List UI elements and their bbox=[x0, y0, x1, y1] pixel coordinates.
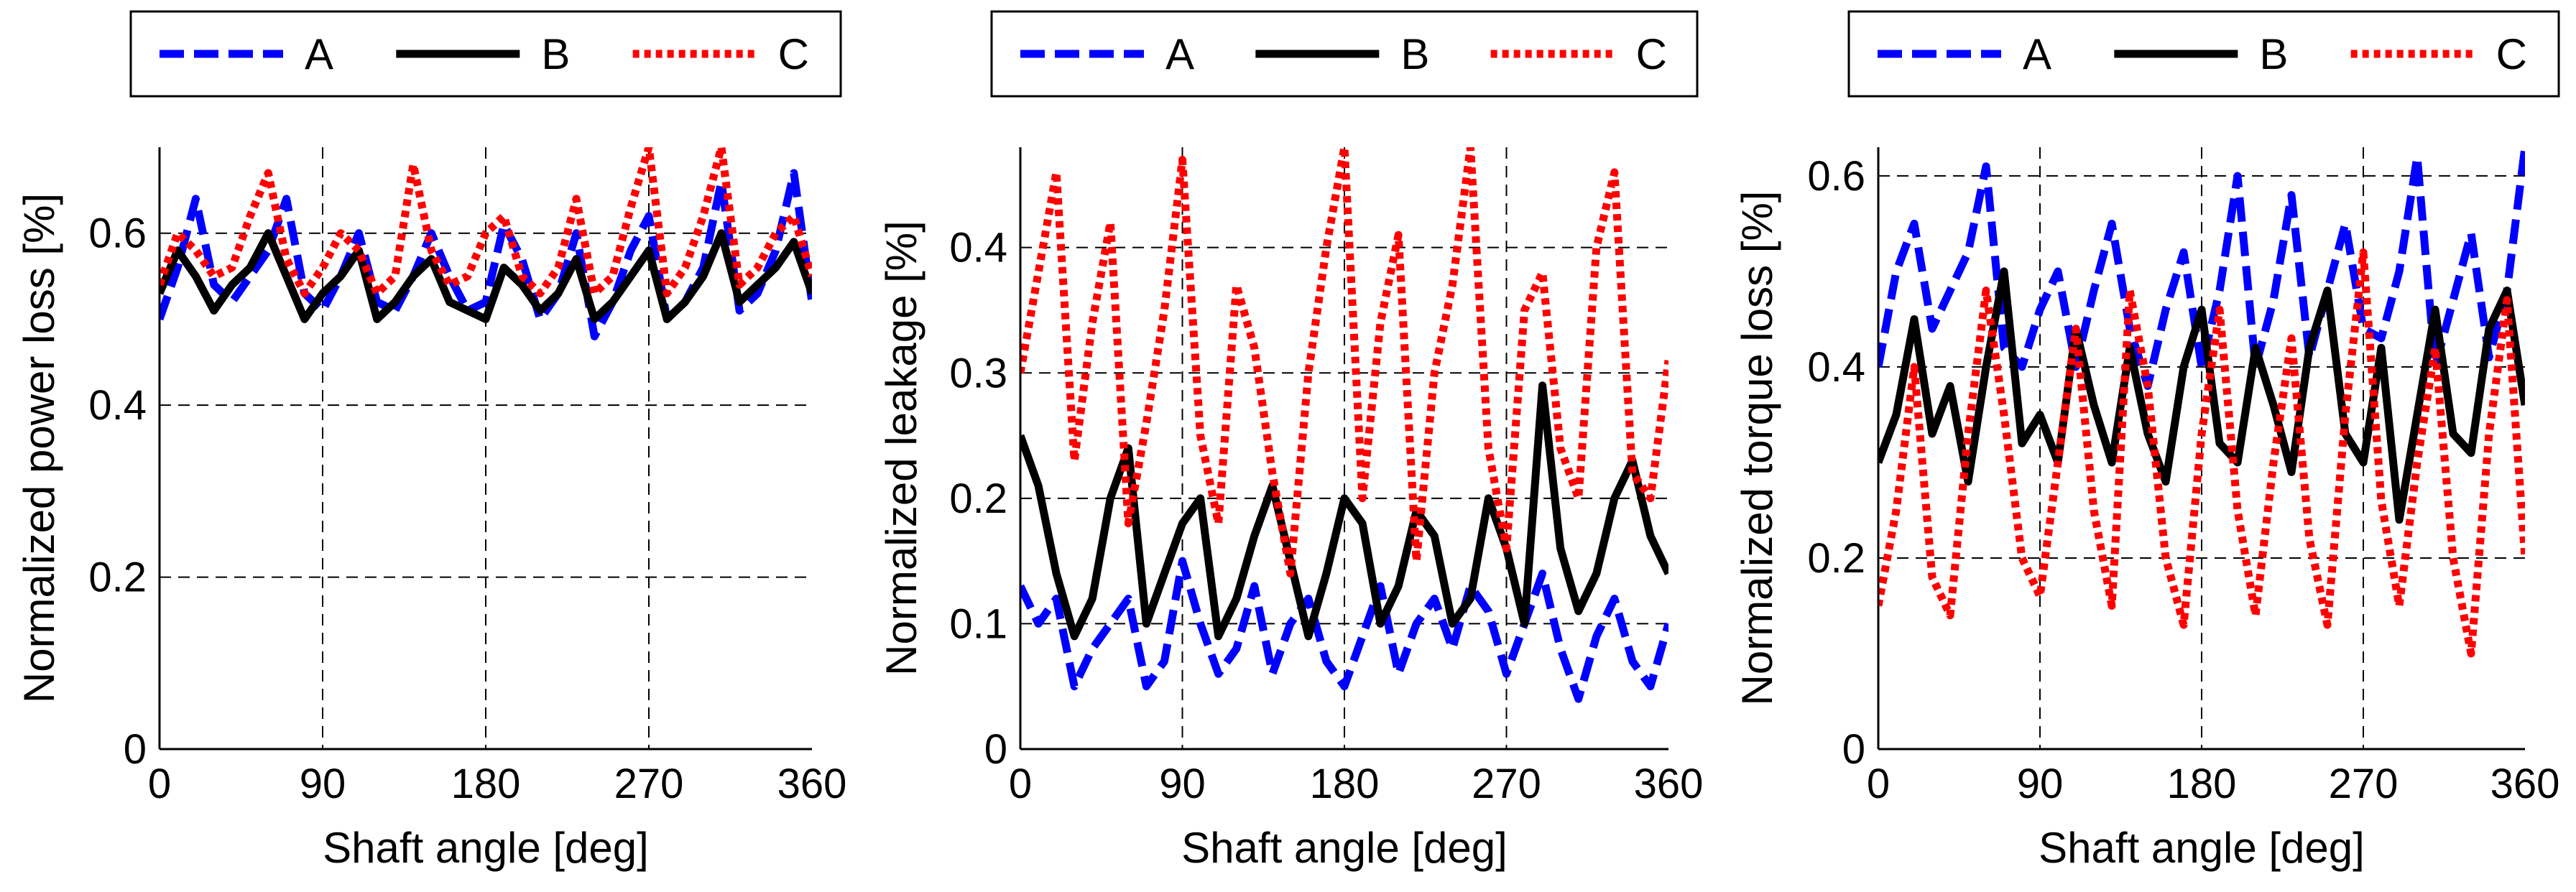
legend-label-B: B bbox=[2259, 30, 2288, 78]
x-axis-label: Shaft angle [deg] bbox=[323, 824, 649, 872]
y-tick-label: 0.2 bbox=[949, 475, 1007, 522]
y-tick-label: 0.6 bbox=[88, 210, 147, 257]
x-tick-label: 360 bbox=[777, 761, 847, 807]
x-tick-label: 90 bbox=[1159, 761, 1206, 807]
y-tick-label: 0 bbox=[124, 726, 147, 773]
y-tick-label: 0.4 bbox=[1807, 344, 1865, 391]
series-line-B bbox=[1878, 267, 2525, 524]
x-tick-label: 360 bbox=[1634, 761, 1704, 807]
series-line-C bbox=[1878, 248, 2525, 658]
chart-panel-1: 0 90 180 270 360 0 0.2 0.4 0.6 Shaft angle [deg] N… bbox=[15, 10, 847, 872]
x-tick-label: 90 bbox=[2017, 761, 2064, 807]
legend-label-A: A bbox=[305, 30, 333, 78]
x-tick-label: 270 bbox=[614, 761, 684, 807]
legend-label-B: B bbox=[541, 30, 570, 78]
x-tick-label: 0 bbox=[148, 761, 171, 807]
series-line-A bbox=[1878, 147, 2525, 390]
y-tick-label: 0.4 bbox=[949, 225, 1007, 271]
x-axis-label: Shaft angle [deg] bbox=[1181, 824, 1508, 872]
x-tick-label: 90 bbox=[300, 761, 346, 807]
legend-label-C: C bbox=[2496, 30, 2527, 78]
x-tick-label: 270 bbox=[1472, 761, 1541, 807]
legend: A B C bbox=[1847, 10, 2560, 98]
legend-label-B: B bbox=[1400, 30, 1429, 78]
x-tick-label: 0 bbox=[1009, 761, 1032, 807]
x-tick-label: 270 bbox=[2329, 761, 2399, 807]
chart-panel-3: 0 90 180 270 360 0 0.2 0.4 0.6 Shaft angle [deg] N… bbox=[1733, 10, 2560, 872]
x-axis-label: Shaft angle [deg] bbox=[2039, 824, 2365, 872]
x-tick-label: 0 bbox=[1867, 761, 1890, 807]
series-line-B bbox=[160, 229, 812, 323]
y-tick-label: 0.2 bbox=[1807, 535, 1865, 582]
legend-label-C: C bbox=[778, 30, 809, 78]
x-tick-label: 180 bbox=[451, 761, 521, 807]
series-line-A bbox=[1020, 557, 1668, 703]
series-line-C bbox=[160, 147, 812, 297]
legend-label-A: A bbox=[1165, 30, 1194, 78]
chart-panel-2: 0 90 180 270 360 0 0.1 0.2 0.3 0.4 Shaft angle [de… bbox=[877, 10, 1704, 872]
series-line-B bbox=[1020, 381, 1668, 641]
y-tick-label: 0 bbox=[984, 726, 1007, 773]
series-line-C bbox=[1020, 147, 1668, 578]
legend-label-A: A bbox=[2023, 30, 2051, 78]
x-tick-label: 180 bbox=[1310, 761, 1380, 807]
y-tick-label: 0 bbox=[1842, 726, 1865, 773]
x-tick-label: 360 bbox=[2490, 761, 2560, 807]
x-tick-label: 180 bbox=[2167, 761, 2237, 807]
legend: A B C bbox=[990, 10, 1699, 98]
y-tick-label: 0.4 bbox=[88, 382, 147, 429]
y-axis-label: Normalized leakage [%] bbox=[877, 220, 925, 676]
y-tick-label: 0.3 bbox=[949, 350, 1007, 396]
legend: A B C bbox=[129, 10, 842, 98]
y-tick-label: 0.6 bbox=[1807, 153, 1865, 200]
legend-label-C: C bbox=[1636, 30, 1667, 78]
y-tick-label: 0.1 bbox=[949, 600, 1007, 647]
y-axis-label: Normalized power loss [%] bbox=[15, 193, 63, 703]
y-axis-label: Normalized torque loss [%] bbox=[1733, 191, 1781, 706]
y-tick-label: 0.2 bbox=[88, 554, 147, 601]
